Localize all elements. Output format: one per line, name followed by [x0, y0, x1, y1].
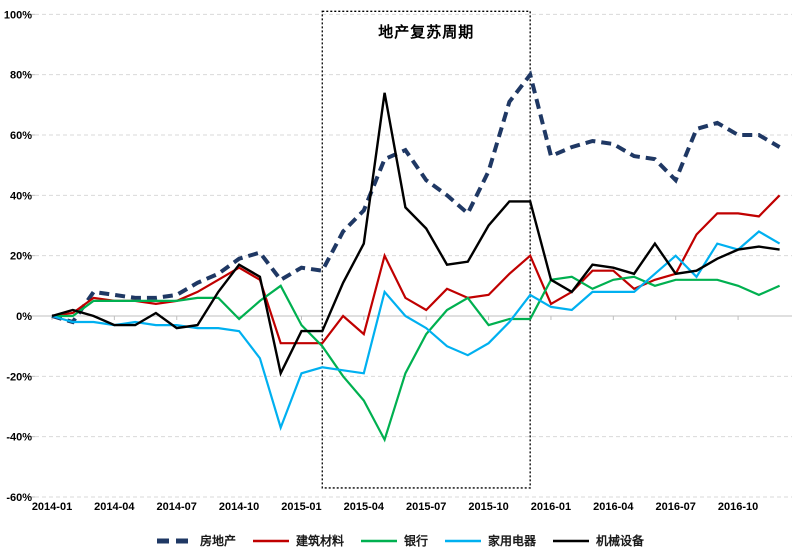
x-axis-label: 2014-07: [157, 501, 197, 513]
series-line-bank: [52, 275, 781, 443]
chart-svg: 100% 80% 60% 40% 20% 0% -20% -40% -60%2014-01 201…: [4, 9, 792, 513]
chart-legend: 房地产 建筑材料 银行 家用电器 机械设备: [0, 532, 800, 549]
legend-item-home-appliances: 家用电器: [444, 532, 536, 549]
x-axis-label: 2016-07: [656, 501, 696, 513]
y-axis-label: 60%: [10, 130, 32, 142]
x-axis-label: 2016-10: [718, 501, 758, 513]
y-axis-label: -20%: [6, 371, 32, 383]
legend-item-real-estate: 房地产: [156, 532, 236, 549]
legend-swatch-machinery: [553, 539, 590, 542]
y-axis-label: 0%: [16, 311, 32, 323]
y-axis-label: 80%: [10, 70, 32, 82]
x-axis-label: 2016-04: [593, 501, 634, 513]
legend-swatch-bank: [360, 539, 397, 542]
legend-label-building-materials: 建筑材料: [295, 534, 344, 548]
x-axis-label: 2015-10: [468, 501, 508, 513]
x-axis-label: 2014-04: [94, 501, 135, 513]
x-axis-label: 2014-01: [32, 501, 72, 513]
x-axis-label: 2015-07: [406, 501, 446, 513]
series-line-home-appliances: [51, 230, 781, 432]
legend-swatch-real-estate: [156, 538, 193, 543]
legend-swatch-building-materials: [252, 539, 289, 542]
series-line-real-estate: [51, 70, 781, 325]
series-line-machinery: [51, 92, 780, 377]
y-axis-label: -40%: [6, 432, 32, 444]
legend-swatch-home-appliances: [445, 539, 481, 542]
annotation-box-title: 地产复苏周期: [378, 24, 475, 41]
x-axis-label: 2015-01: [281, 501, 321, 513]
legend-label-machinery: 机械设备: [596, 534, 645, 548]
y-axis-label: 40%: [10, 190, 32, 202]
y-axis-label: 20%: [10, 251, 32, 263]
y-axis-label: -60%: [6, 492, 32, 504]
legend-label-home-appliances: 家用电器: [488, 534, 537, 548]
x-axis-label: 2016-01: [531, 501, 571, 513]
legend-item-machinery: 机械设备: [552, 532, 644, 549]
legend-label-real-estate: 房地产: [199, 534, 236, 548]
y-axis-label: 100%: [4, 9, 32, 21]
legend-item-building-materials: 建筑材料: [252, 532, 344, 549]
annotation-box: [321, 10, 531, 489]
legend-item-bank: 银行: [360, 532, 428, 549]
x-axis-label: 2014-10: [219, 501, 259, 513]
x-axis-label: 2015-04: [344, 501, 385, 513]
legend-label-bank: 银行: [403, 534, 428, 548]
